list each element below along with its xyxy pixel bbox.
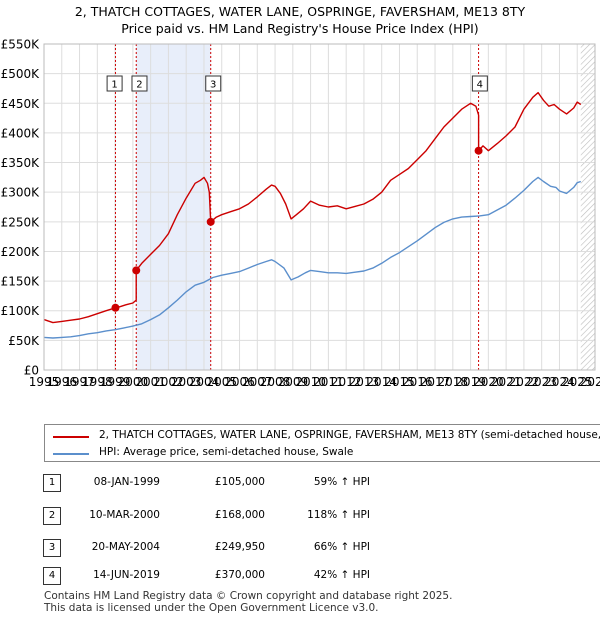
- legend-label-hpi: HPI: Average price, semi-detached house,…: [99, 446, 354, 458]
- marker-box: [471, 75, 488, 92]
- y-tick-label: £500K: [1, 67, 41, 81]
- plot-frame: [43, 43, 596, 371]
- x-tick-label: 2022: [509, 375, 540, 389]
- footer-copyright: Contains HM Land Registry data © Crown c…: [44, 590, 453, 602]
- marker-box: [205, 75, 222, 92]
- hpi-line: [43, 176, 582, 339]
- plot-area: [44, 44, 595, 370]
- marker-label: 4: [477, 80, 483, 91]
- x-tick-label: 2010: [295, 375, 326, 389]
- x-tick-label: 2016: [402, 375, 433, 389]
- transaction-price: £249,950: [214, 541, 265, 553]
- x-tick-label: 2006: [224, 375, 255, 389]
- y-tick-label: £200K: [1, 245, 41, 259]
- transaction-price: £370,000: [214, 569, 265, 581]
- x-tick-label: 2004: [189, 375, 220, 389]
- footer-license: This data is licensed under the Open Gov…: [44, 602, 379, 614]
- x-tick-label: 2019: [455, 375, 486, 389]
- chart-title: 2, THATCH COTTAGES, WATER LANE, OSPRINGE…: [74, 4, 526, 19]
- x-tick-label: 2017: [420, 375, 451, 389]
- transaction-date: 20-MAY-2004: [91, 541, 160, 553]
- sale-point: [474, 146, 483, 155]
- property-price-line: [43, 91, 582, 324]
- y-tick-label: £100K: [1, 304, 41, 318]
- y-tick-label: £550K: [1, 38, 41, 52]
- y-tick-label: £350K: [1, 156, 41, 170]
- x-tick-label: 2012: [331, 375, 362, 389]
- transaction-hpi: 42% ↑ HPI: [313, 569, 370, 581]
- x-tick-label: 2013: [349, 375, 380, 389]
- sale-point: [132, 266, 141, 275]
- transaction-number: 3: [43, 539, 61, 557]
- transaction-price: £168,000: [214, 509, 265, 521]
- y-tick-label: £0: [24, 364, 39, 378]
- transaction-date: 10-MAR-2000: [89, 509, 160, 521]
- transaction-number: 4: [43, 567, 61, 585]
- x-tick-label: 2015: [384, 375, 415, 389]
- x-tick-label: 2018: [438, 375, 469, 389]
- y-tick-label: £450K: [1, 97, 41, 111]
- y-tick-label: £400K: [1, 126, 41, 140]
- x-tick-label: 2023: [526, 375, 557, 389]
- x-tick-label: 2024: [544, 375, 575, 389]
- x-tick-label: 1996: [47, 375, 78, 389]
- marker-box: [106, 75, 123, 92]
- y-tick-label: £50K: [8, 334, 40, 348]
- transaction-hpi: 59% ↑ HPI: [313, 476, 370, 488]
- shaded-period: [136, 44, 211, 370]
- x-tick-label: 2021: [491, 375, 522, 389]
- transaction-date: 08-JAN-1999: [93, 476, 160, 488]
- x-tick-label: 2009: [278, 375, 309, 389]
- marker-box: [131, 75, 148, 92]
- x-tick-label: 2020: [473, 375, 504, 389]
- transaction-number: 1: [43, 474, 61, 492]
- x-tick-label: 2005: [206, 375, 237, 389]
- sale-point: [206, 217, 215, 226]
- y-tick-label: £150K: [1, 275, 41, 289]
- price-chart: 1 2 3 4 £0 £50K £100K £150K £200K £250K £300K £350K…: [1, 38, 600, 390]
- marker-label: 3: [210, 80, 216, 91]
- x-tick-label: 2007: [242, 375, 273, 389]
- table-row: 2 10-MAR-2000 £168,000 118% ↑ HPI: [0, 507, 600, 529]
- x-tick-label: 2011: [313, 375, 344, 389]
- marker-label: 2: [136, 80, 142, 91]
- transaction-price: £105,000: [214, 476, 265, 488]
- legend-swatch-hpi: [53, 453, 89, 455]
- table-row: 3 20-MAY-2004 £249,950 66% ↑ HPI: [0, 539, 600, 561]
- transaction-number: 2: [43, 507, 61, 525]
- x-tick-label: 2001: [135, 375, 166, 389]
- x-tick-label: 1999: [100, 375, 131, 389]
- x-tick-label: 2025: [562, 375, 593, 389]
- table-row: 4 14-JUN-2019 £370,000 42% ↑ HPI: [0, 567, 600, 589]
- table-row: 1 08-JAN-1999 £105,000 59% ↑ HPI: [0, 474, 600, 496]
- sale-point: [111, 303, 120, 312]
- transaction-date: 14-JUN-2019: [93, 569, 160, 581]
- legend-swatch-property: [53, 436, 89, 438]
- y-tick-label: £250K: [1, 215, 41, 229]
- x-tick-label: 2000: [118, 375, 149, 389]
- transaction-hpi: 118% ↑ HPI: [307, 509, 370, 521]
- x-tick-label: 2003: [171, 375, 202, 389]
- x-tick-label: 1997: [64, 375, 95, 389]
- legend: 2, THATCH COTTAGES, WATER LANE, OSPRINGE…: [44, 424, 600, 462]
- x-tick-label: 2008: [260, 375, 291, 389]
- x-tick-label: 2026: [580, 375, 600, 389]
- x-tick-label: 1998: [82, 375, 113, 389]
- x-tick-label: 2002: [153, 375, 184, 389]
- marker-label: 1: [111, 80, 117, 91]
- chart-subtitle: Price paid vs. HM Land Registry's House …: [121, 21, 479, 36]
- y-tick-label: £300K: [1, 186, 41, 200]
- transaction-hpi: 66% ↑ HPI: [313, 541, 370, 553]
- legend-label-property: 2, THATCH COTTAGES, WATER LANE, OSPRINGE…: [99, 429, 600, 441]
- x-tick-label: 2014: [366, 375, 397, 389]
- x-tick-label: 1995: [29, 375, 60, 389]
- forecast-hatch: [580, 44, 595, 370]
